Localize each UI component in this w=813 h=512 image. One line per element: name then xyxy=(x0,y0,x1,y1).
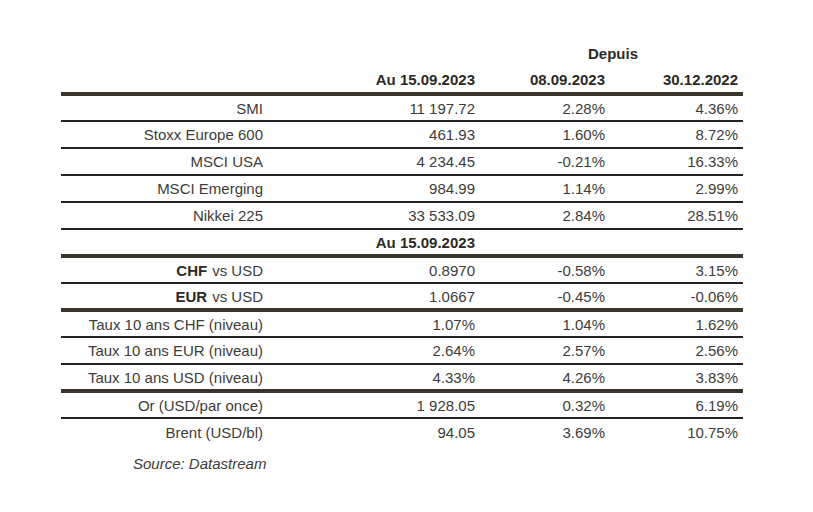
value-current: 94.05 xyxy=(271,418,483,445)
row-label: SMI xyxy=(61,94,271,121)
value-since-ytd: 2.99% xyxy=(613,175,743,202)
value-since-ytd: 4.36% xyxy=(613,94,743,121)
value-since-week: -0.45% xyxy=(483,283,613,310)
row-label: EURvs USD xyxy=(61,283,271,310)
value-since-ytd: 2.56% xyxy=(613,337,743,364)
currency-pair-suffix: vs USD xyxy=(207,262,263,279)
value-since-week: -0.21% xyxy=(483,148,613,175)
value-current: 2.64% xyxy=(271,337,483,364)
value-since-ytd: -0.06% xyxy=(613,283,743,310)
value-since-week: 2.84% xyxy=(483,202,613,229)
section-header-row: Au 15.09.2023 xyxy=(61,229,743,256)
row-or: Or (USD/par once) 1 928.05 0.32% 6.19% xyxy=(61,391,743,418)
value-current: 33 533.09 xyxy=(271,202,483,229)
value-since-ytd: 28.51% xyxy=(613,202,743,229)
row-label: MSCI USA xyxy=(61,148,271,175)
row-stoxx-europe-600: Stoxx Europe 600 461.93 1.60% 8.72% xyxy=(61,121,743,148)
row-label: Taux 10 ans CHF (niveau) xyxy=(61,310,271,337)
row-nikkei-225: Nikkei 225 33 533.09 2.84% 28.51% xyxy=(61,202,743,229)
market-data-table: Depuis Au 15.09.2023 08.09.2023 30.12.20… xyxy=(61,40,743,477)
value-since-ytd: 3.83% xyxy=(613,364,743,391)
value-since-week: 2.57% xyxy=(483,337,613,364)
value-since-week: 4.26% xyxy=(483,364,613,391)
column-header-row: Au 15.09.2023 08.09.2023 30.12.2022 xyxy=(61,66,743,94)
value-since-week: 0.32% xyxy=(483,391,613,418)
value-since-ytd: 3.15% xyxy=(613,256,743,283)
spacer-cell xyxy=(613,229,743,256)
currency-pair-suffix: vs USD xyxy=(207,288,263,305)
market-table: Depuis Au 15.09.2023 08.09.2023 30.12.20… xyxy=(61,40,743,477)
row-label: Brent (USD/bl) xyxy=(61,418,271,445)
value-since-week: 3.69% xyxy=(483,418,613,445)
value-current: 4 234.45 xyxy=(271,148,483,175)
row-taux-10-ans-chf: Taux 10 ans CHF (niveau) 1.07% 1.04% 1.6… xyxy=(61,310,743,337)
row-brent: Brent (USD/bl) 94.05 3.69% 10.75% xyxy=(61,418,743,445)
value-since-week: 1.60% xyxy=(483,121,613,148)
row-label: MSCI Emerging xyxy=(61,175,271,202)
row-eur-vs-usd: EURvs USD 1.0667 -0.45% -0.06% xyxy=(61,283,743,310)
row-label: Stoxx Europe 600 xyxy=(61,121,271,148)
depuis-header-row: Depuis xyxy=(61,40,743,66)
spacer-cell xyxy=(61,40,483,66)
row-msci-emerging: MSCI Emerging 984.99 1.14% 2.99% xyxy=(61,175,743,202)
currency-code: EUR xyxy=(175,288,207,305)
value-since-week: 1.04% xyxy=(483,310,613,337)
value-current: 1 928.05 xyxy=(271,391,483,418)
value-since-ytd: 8.72% xyxy=(613,121,743,148)
row-smi: SMI 11 197.72 2.28% 4.36% xyxy=(61,94,743,121)
row-taux-10-ans-usd: Taux 10 ans USD (niveau) 4.33% 4.26% 3.8… xyxy=(61,364,743,391)
depuis-label: Depuis xyxy=(483,40,743,66)
col-header-since-ytd: 30.12.2022 xyxy=(613,66,743,94)
spacer-cell xyxy=(483,229,613,256)
value-since-ytd: 16.33% xyxy=(613,148,743,175)
row-label: Taux 10 ans EUR (niveau) xyxy=(61,337,271,364)
row-taux-10-ans-eur: Taux 10 ans EUR (niveau) 2.64% 2.57% 2.5… xyxy=(61,337,743,364)
col-header-since-week: 08.09.2023 xyxy=(483,66,613,94)
value-since-week: 1.14% xyxy=(483,175,613,202)
value-since-week: -0.58% xyxy=(483,256,613,283)
value-current: 984.99 xyxy=(271,175,483,202)
col-header-current: Au 15.09.2023 xyxy=(271,66,483,94)
value-current: 461.93 xyxy=(271,121,483,148)
value-current: 1.0667 xyxy=(271,283,483,310)
row-chf-vs-usd: CHFvs USD 0.8970 -0.58% 3.15% xyxy=(61,256,743,283)
currency-code: CHF xyxy=(176,262,207,279)
value-since-week: 2.28% xyxy=(483,94,613,121)
row-msci-usa: MSCI USA 4 234.45 -0.21% 16.33% xyxy=(61,148,743,175)
spacer-cell xyxy=(61,66,271,94)
row-label: Taux 10 ans USD (niveau) xyxy=(61,364,271,391)
source-note: Source: Datastream xyxy=(61,445,743,477)
spacer-cell xyxy=(61,229,271,256)
source-row: Source: Datastream xyxy=(61,445,743,477)
value-current: 4.33% xyxy=(271,364,483,391)
value-since-ytd: 10.75% xyxy=(613,418,743,445)
value-current: 11 197.72 xyxy=(271,94,483,121)
section-header-au-date: Au 15.09.2023 xyxy=(271,229,483,256)
row-label: CHFvs USD xyxy=(61,256,271,283)
row-label: Nikkei 225 xyxy=(61,202,271,229)
value-current: 1.07% xyxy=(271,310,483,337)
value-since-ytd: 6.19% xyxy=(613,391,743,418)
row-label: Or (USD/par once) xyxy=(61,391,271,418)
value-current: 0.8970 xyxy=(271,256,483,283)
value-since-ytd: 1.62% xyxy=(613,310,743,337)
